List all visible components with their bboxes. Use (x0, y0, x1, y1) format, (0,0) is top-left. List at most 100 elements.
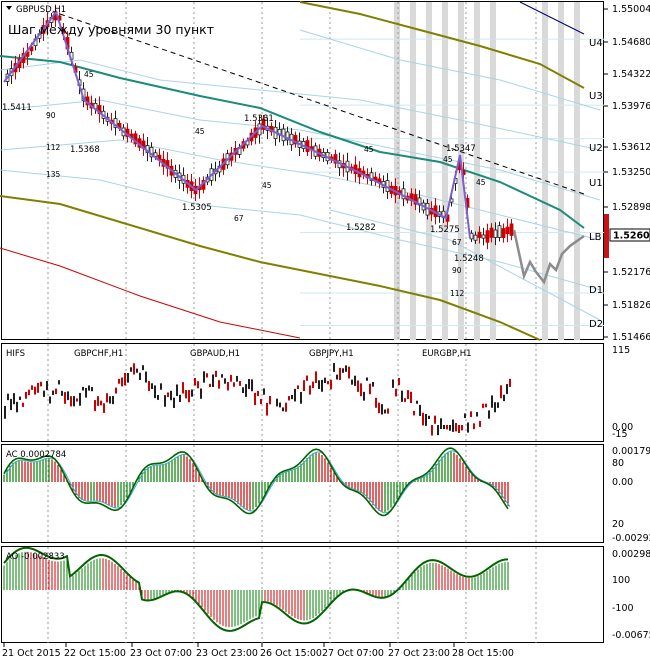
price-axis-label: 1.53250 (612, 167, 650, 178)
ac-axis-label: 20 (612, 519, 624, 530)
hifs-candle (321, 379, 323, 392)
hifs-candle (263, 388, 265, 395)
hifs-candle (133, 363, 135, 375)
hifs-candle (431, 425, 433, 436)
hifs-candle (470, 411, 472, 418)
hifs-candle (236, 375, 238, 382)
hifs-pane-frame (1, 343, 604, 442)
hifs-candle (306, 375, 308, 381)
chart-title: Шаг между уровнями 30 пункт (8, 22, 214, 37)
hifs-candle (419, 404, 421, 416)
hifs-candle (58, 380, 60, 385)
hifs-candle (509, 378, 511, 387)
hifs-candle (76, 398, 78, 402)
hifs-axis-label: 0.00 (612, 422, 633, 433)
hifs-candle (88, 385, 90, 391)
hifs-candle (82, 386, 84, 391)
price-axis-label: 1.54322 (612, 69, 650, 80)
hifs-candle (167, 392, 169, 398)
candle (477, 231, 482, 238)
hifs-candle (506, 384, 508, 395)
hifs-candle (398, 377, 400, 386)
hifs-candle (67, 391, 69, 401)
zigzag-price-label: 1.5381 (244, 114, 274, 124)
hifs-candle (188, 389, 190, 403)
level-label: D1 (589, 285, 603, 296)
band-line (329, 209, 601, 321)
price-axis-label: 1.52176 (612, 267, 650, 278)
olive-ma-upper (299, 1, 585, 89)
zigzag-count-label: 45 (195, 127, 205, 136)
hifs-candle (342, 368, 344, 373)
hifs-candle (230, 374, 232, 382)
hifs-candle (182, 382, 184, 394)
hifs-candle (351, 379, 353, 385)
hifs-candle (64, 392, 66, 404)
hifs-candle (452, 419, 454, 432)
hifs-candle (127, 373, 129, 383)
hifs-candle (164, 395, 166, 407)
hifs-candle (333, 363, 335, 372)
level-label: D2 (589, 319, 603, 330)
zigzag-count-label: 90 (452, 266, 462, 275)
hifs-candle (443, 425, 445, 430)
red-ma (0, 247, 301, 339)
hifs-label: HIFS (6, 349, 25, 359)
hifs-candle (297, 385, 299, 390)
hifs-candle (248, 378, 250, 390)
hifs-candle (354, 375, 356, 386)
ac-axis-label: 80 (612, 458, 624, 469)
hifs-candle (485, 403, 487, 408)
hifs-axis-label: 115 (612, 345, 630, 356)
chevron-down-icon[interactable] (6, 6, 12, 10)
hifs-candle (309, 385, 311, 395)
hifs-candle (425, 413, 427, 426)
band-line (0, 59, 601, 151)
hifs-candle (473, 423, 475, 430)
hifs-candle (61, 390, 63, 396)
ac-pane-frame (1, 444, 604, 543)
hifs-candle (497, 402, 499, 408)
hifs-candle (300, 392, 302, 404)
candle (401, 188, 406, 200)
hifs-candle (336, 374, 338, 380)
navy-trend-line (519, 1, 585, 35)
price-axis-label: 1.52898 (612, 202, 650, 213)
hifs-candle (136, 368, 138, 373)
hifs-candle (215, 370, 217, 377)
hifs-candle (458, 425, 460, 434)
hifs-candle (410, 391, 412, 404)
zigzag-price-label: 1.5411 (2, 103, 32, 113)
hifs-candle (70, 396, 72, 407)
hifs-candle (437, 425, 439, 436)
level-label: U4 (589, 38, 603, 49)
hifs-candle (276, 398, 278, 407)
hifs-candle (330, 379, 332, 390)
candle (97, 105, 102, 115)
forecast-line (512, 229, 585, 285)
hifs-candle (455, 423, 457, 432)
time-axis-label: 21 Oct 2015 (2, 648, 61, 659)
candle (29, 46, 34, 52)
hifs-candle (157, 395, 159, 400)
time-axis-label: 27 Oct 23:00 (388, 648, 450, 659)
candle (501, 228, 506, 239)
hifs-candle (339, 367, 341, 380)
hifs-candle (327, 381, 329, 385)
hifs-candle (4, 405, 6, 419)
hifs-candle (203, 371, 205, 383)
hifs-candle (315, 371, 317, 383)
hifs-candle (324, 377, 326, 383)
hifs-candle (25, 391, 27, 399)
hifs-pair-3: GBPJPY,H1 (309, 349, 354, 359)
candle (305, 140, 310, 152)
hifs-candle (55, 388, 57, 395)
hifs-candle (200, 388, 202, 399)
candle (509, 223, 514, 236)
zigzag-count-label: 67 (234, 214, 244, 223)
zigzag-price-label: 1.5368 (70, 145, 100, 155)
symbol-label: GBPUSD,H1 (16, 5, 66, 15)
hifs-candle (254, 392, 256, 406)
hifs-candle (416, 400, 418, 404)
